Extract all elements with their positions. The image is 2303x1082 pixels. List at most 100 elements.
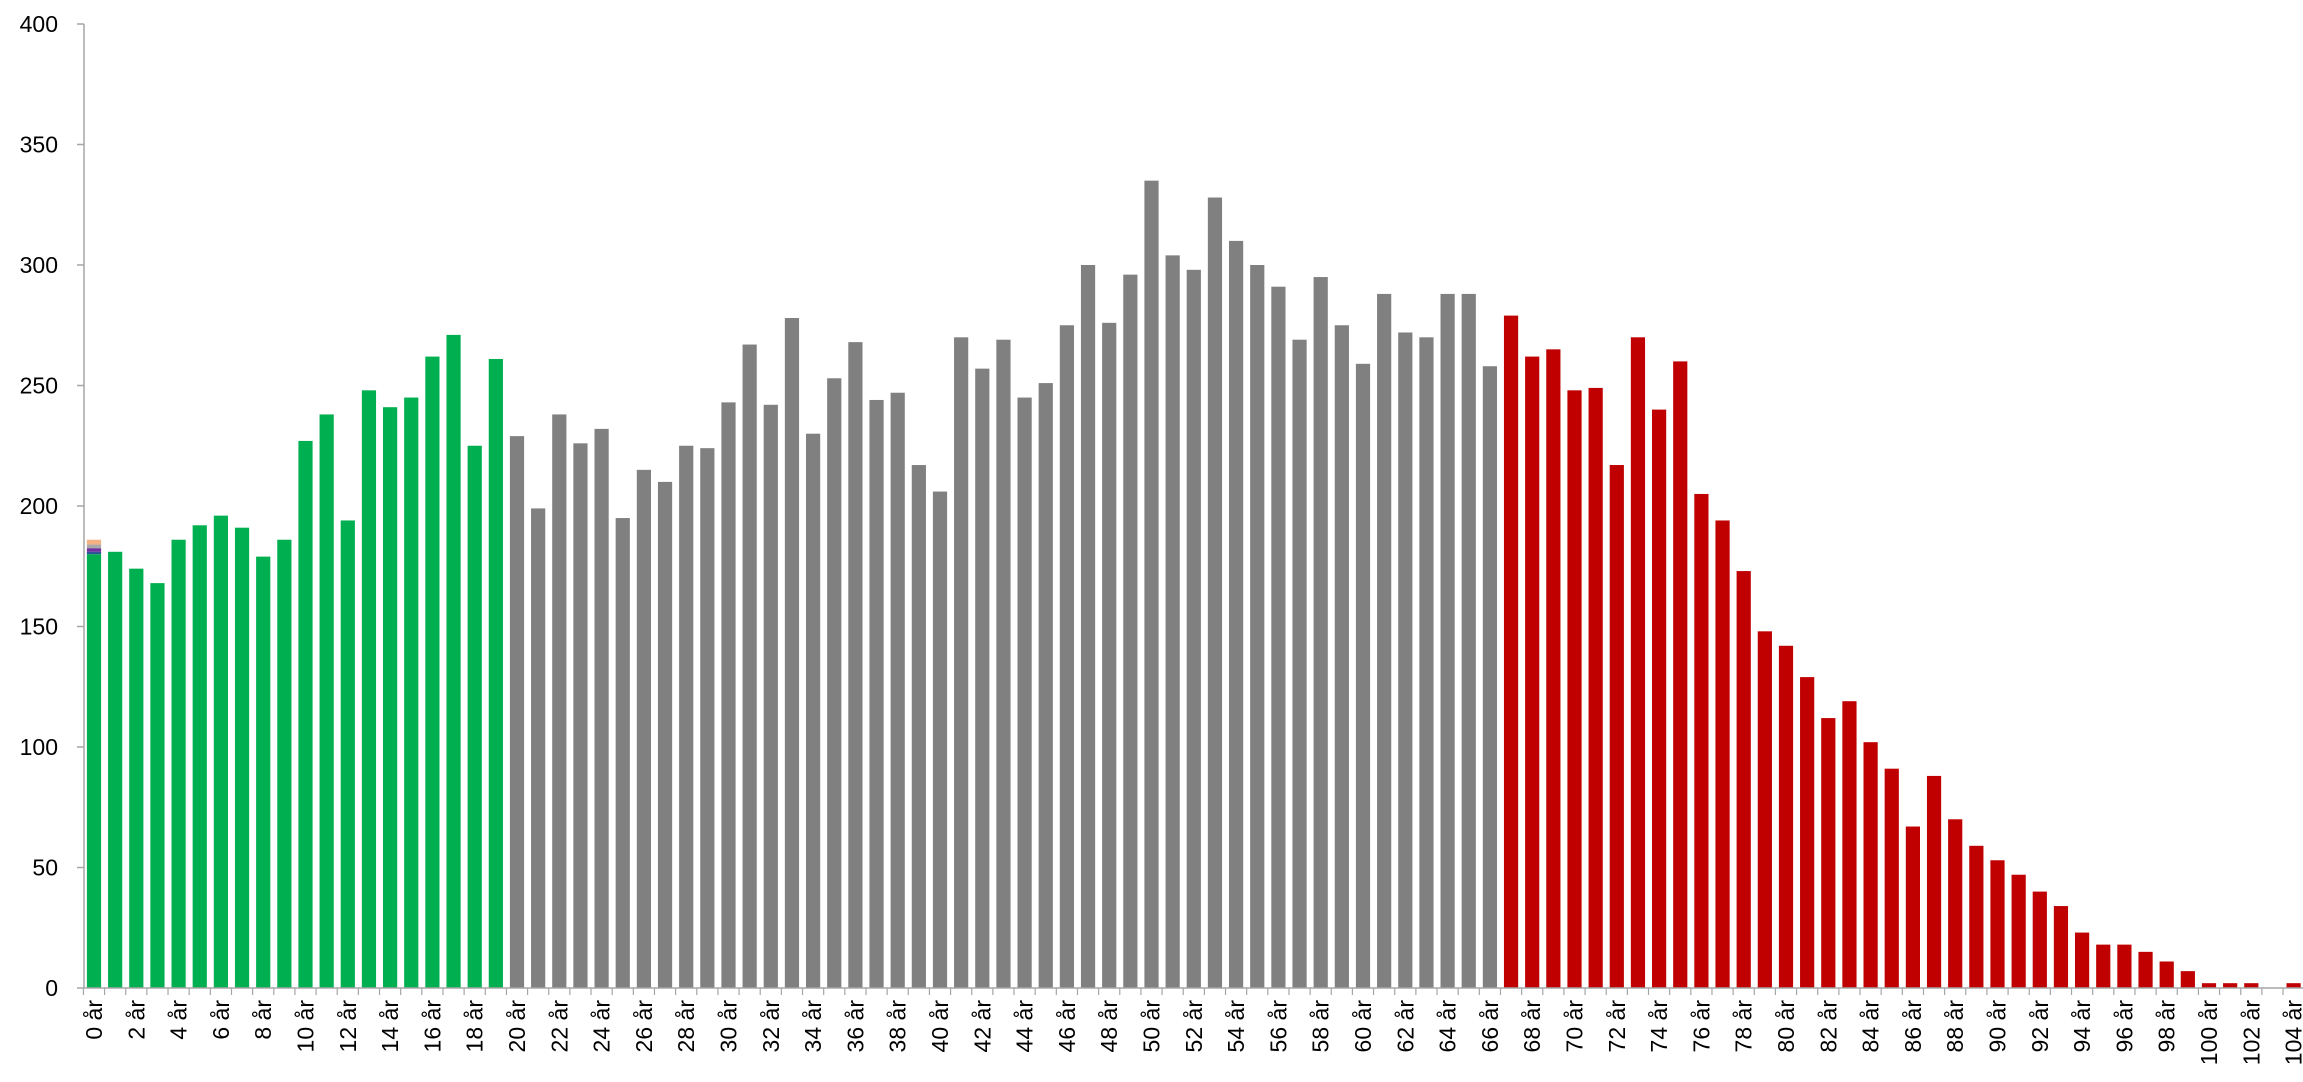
bar-43-år <box>996 339 1011 989</box>
bar-93-år <box>2053 906 2069 988</box>
bar-13-år <box>361 390 377 988</box>
x-tick-label: 38 år <box>885 1000 911 1053</box>
bar-25-år <box>615 518 630 988</box>
bar-70-år <box>1567 390 1582 988</box>
bar-46-år <box>1059 325 1074 988</box>
bar-0-år <box>86 554 102 988</box>
bar-96-år <box>2117 944 2132 988</box>
x-tick-label: 82 år <box>1815 1000 1841 1053</box>
x-tick-label: 40 år <box>927 1000 953 1053</box>
bar-95-år <box>2096 944 2111 988</box>
bar-7-år <box>234 527 250 988</box>
bar-24-år <box>594 428 609 988</box>
y-tick-label: 400 <box>20 11 58 37</box>
bar-91-år <box>2011 874 2026 988</box>
y-axis: 0 50 100 150 200 250 300 350 400 <box>20 11 85 1001</box>
x-tick-label: 88 år <box>1942 1000 1968 1053</box>
bar-53-år <box>1207 197 1223 988</box>
x-tick-label: 20 år <box>504 1000 530 1053</box>
bar-8-år <box>256 556 271 988</box>
x-tick-label: 52 år <box>1181 1000 1207 1053</box>
bar-77-år <box>1715 520 1730 988</box>
bar-65-år <box>1461 293 1476 988</box>
bar-73-år <box>1630 337 1646 988</box>
x-tick-label: 100 år <box>2196 1000 2222 1066</box>
x-tick-label: 86 år <box>1900 1000 1926 1053</box>
bar-0-stack-segment-3 <box>86 539 102 545</box>
bar-81-år <box>1800 677 1815 988</box>
x-tick-label: 22 år <box>546 1000 572 1053</box>
x-tick-label: 44 år <box>1012 1000 1038 1053</box>
bar-55-år <box>1250 265 1265 988</box>
bar-80-år <box>1778 645 1794 988</box>
bar-64-år <box>1440 293 1455 988</box>
x-tick-label: 92 år <box>2027 1000 2053 1053</box>
bar-66-år <box>1482 366 1497 989</box>
bar-49-år <box>1123 274 1138 988</box>
x-tick-label: 60 år <box>1350 1000 1376 1053</box>
bar-16-år <box>425 356 440 989</box>
x-tick-label: 8 år <box>250 1000 276 1040</box>
y-tick-label: 150 <box>20 614 58 640</box>
x-tick-label: 12 år <box>335 1000 361 1053</box>
bar-0-stack-segment-0 <box>86 551 102 555</box>
bar-20-år <box>509 436 525 988</box>
bar-15-år <box>404 397 419 988</box>
bar-14-år <box>383 407 398 988</box>
bar-10-år <box>298 440 313 988</box>
y-tick-label: 300 <box>20 252 58 278</box>
bar-82-år <box>1821 718 1836 988</box>
bar-98-år <box>2159 961 2174 988</box>
x-tick-label: 74 år <box>1646 1000 1672 1053</box>
x-tick-label: 102 år <box>2238 1000 2264 1066</box>
y-tick-label: 350 <box>20 132 58 158</box>
x-tick-label: 96 år <box>2111 1000 2137 1053</box>
bar-62-år <box>1398 332 1413 989</box>
x-tick-label: 76 år <box>1688 1000 1714 1053</box>
bar-69-år <box>1546 349 1561 989</box>
bar-0-stack-segment-2 <box>86 544 102 549</box>
bar-63-år <box>1419 337 1434 988</box>
x-tick-label: 48 år <box>1096 1000 1122 1053</box>
bar-11-år <box>319 414 334 988</box>
x-tick-label: 6 år <box>208 1000 234 1040</box>
bar-4-år <box>171 539 186 988</box>
bar-3-år <box>150 583 165 988</box>
bar-74-år <box>1652 409 1667 989</box>
bar-22-år <box>552 414 567 988</box>
bar-87-år <box>1926 775 1942 988</box>
bar-45-år <box>1038 383 1053 989</box>
bar-29-år <box>700 448 715 988</box>
bar-50-år <box>1144 180 1159 988</box>
x-tick-label: 32 år <box>758 1000 784 1053</box>
bar-33-år <box>784 318 800 988</box>
bar-48-år <box>1102 322 1117 989</box>
y-tick-label: 0 <box>45 975 58 1001</box>
bar-12-år <box>340 520 355 988</box>
bar-23-år <box>573 443 588 989</box>
bar-54-år <box>1229 240 1244 988</box>
bar-86-år <box>1905 826 1920 988</box>
x-tick-label: 46 år <box>1054 1000 1080 1053</box>
x-tick-label: 84 år <box>1858 1000 1884 1053</box>
y-tick-label: 50 <box>32 855 58 881</box>
x-tick-label: 58 år <box>1308 1000 1334 1053</box>
bar-27-år <box>657 481 673 988</box>
bar-2-år <box>129 568 144 988</box>
bar-26-år <box>636 469 651 989</box>
x-tick-label: 30 år <box>716 1000 742 1053</box>
bar-32-år <box>763 404 778 988</box>
bar-60-år <box>1355 363 1371 988</box>
x-tick-label: 14 år <box>377 1000 403 1053</box>
bar-102-år <box>2244 983 2259 988</box>
bar-101-år <box>2223 983 2238 988</box>
bar-35-år <box>827 378 842 988</box>
x-tick-label: 62 år <box>1392 1000 1418 1053</box>
bar-85-år <box>1884 768 1899 988</box>
x-tick-label: 0 år <box>81 1000 107 1040</box>
bar-72-år <box>1609 465 1624 988</box>
bar-21-år <box>531 508 546 988</box>
bar-47-år <box>1080 265 1096 988</box>
